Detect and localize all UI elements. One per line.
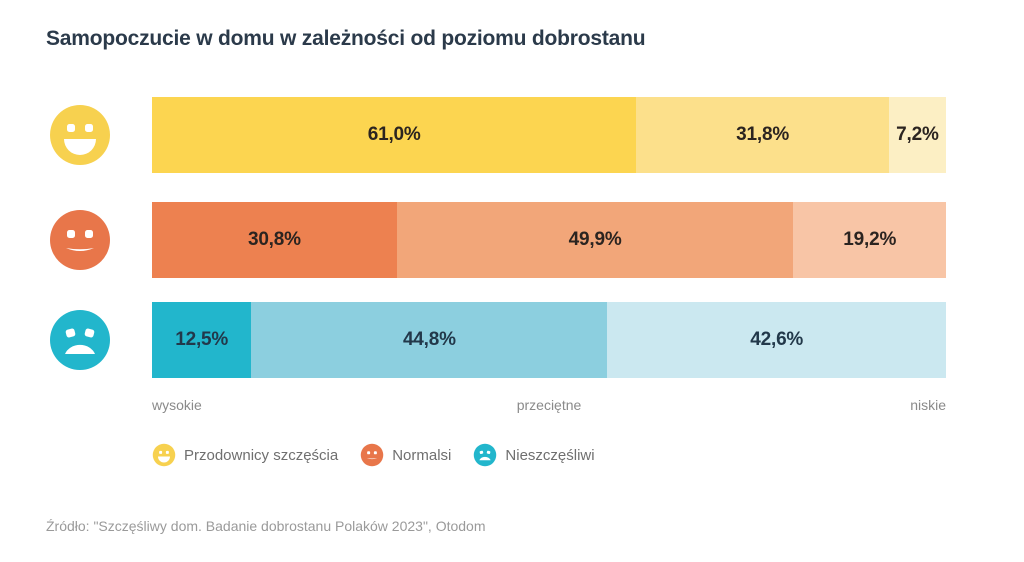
stacked-bar-sad: 12,5% 44,8% 42,6%: [152, 302, 946, 378]
bar-segment-neutral-wysokie[interactable]: 30,8%: [152, 202, 397, 278]
legend-item-neutral[interactable]: Normalsi: [360, 443, 451, 467]
legend-item-label: Przodownicy szczęścia: [184, 446, 339, 464]
bar-segment-label: 61,0%: [367, 124, 421, 145]
face-happy-icon: [48, 103, 112, 167]
plot-area: 61,0% 31,8% 7,2%: [0, 90, 1024, 390]
bar-segment-label: 44,8%: [402, 329, 456, 350]
bar-segment-label: 19,2%: [843, 229, 897, 250]
legend-item-happy[interactable]: Przodownicy szczęścia: [152, 443, 338, 467]
bar-segment-label: 12,5%: [175, 329, 229, 350]
x-axis-labels: wysokie przeciętne niskie: [152, 397, 946, 417]
bar-segment-label: 49,9%: [568, 229, 622, 250]
bar-segment-label: 42,6%: [750, 329, 804, 350]
face-sad-icon: [48, 308, 112, 372]
chart-legend: Przodownicy szczęścia Normalsi: [152, 440, 617, 470]
bar-row-happy: 61,0% 31,8% 7,2%: [0, 97, 1024, 173]
face-neutral-icon-glyph: [360, 443, 384, 467]
source-note: Źródło: "Szczęśliwy dom. Badanie dobrost…: [46, 518, 486, 534]
bar-row-neutral: 30,8% 49,9% 19,2%: [0, 202, 1024, 278]
bar-segment-neutral-niskie[interactable]: 19,2%: [793, 202, 946, 278]
bar-segment-label: 7,2%: [896, 124, 939, 145]
bar-segment-happy-niskie[interactable]: 7,2%: [888, 97, 946, 173]
bar-segment-happy-przecietne[interactable]: 31,8%: [636, 97, 889, 173]
stacked-bar-neutral: 30,8% 49,9% 19,2%: [152, 202, 946, 278]
bar-segment-label: 31,8%: [736, 124, 790, 145]
face-sad-icon-glyph: [50, 310, 110, 370]
axis-tick-przecietne: przeciętne: [516, 397, 582, 413]
face-neutral-icon-glyph: [50, 210, 110, 270]
face-sad-icon: [473, 443, 497, 467]
stacked-bar-happy: 61,0% 31,8% 7,2%: [152, 97, 946, 173]
face-neutral-icon: [360, 443, 384, 467]
face-happy-icon-glyph: [50, 105, 110, 165]
page-title: Samopoczucie w domu w zależności od pozi…: [46, 27, 646, 50]
face-happy-icon-glyph: [152, 443, 176, 467]
bar-segment-sad-niskie[interactable]: 42,6%: [607, 302, 946, 378]
legend-item-sad[interactable]: Nieszczęśliwi: [473, 443, 595, 467]
bar-segment-label: 30,8%: [247, 229, 301, 250]
axis-tick-wysokie: wysokie: [152, 397, 202, 413]
bar-segment-sad-przecietne[interactable]: 44,8%: [251, 302, 608, 378]
legend-item-label: Normalsi: [392, 446, 452, 464]
legend-item-label: Nieszczęśliwi: [505, 446, 595, 464]
bar-segment-neutral-przecietne[interactable]: 49,9%: [396, 202, 794, 278]
face-happy-icon: [152, 443, 176, 467]
bar-segment-sad-wysokie[interactable]: 12,5%: [152, 302, 252, 378]
axis-tick-niskie: niskie: [910, 397, 946, 413]
bar-segment-happy-wysokie[interactable]: 61,0%: [152, 97, 637, 173]
face-sad-icon-glyph: [474, 443, 497, 467]
face-neutral-icon: [48, 208, 112, 272]
bar-row-sad: 12,5% 44,8% 42,6%: [0, 302, 1024, 378]
